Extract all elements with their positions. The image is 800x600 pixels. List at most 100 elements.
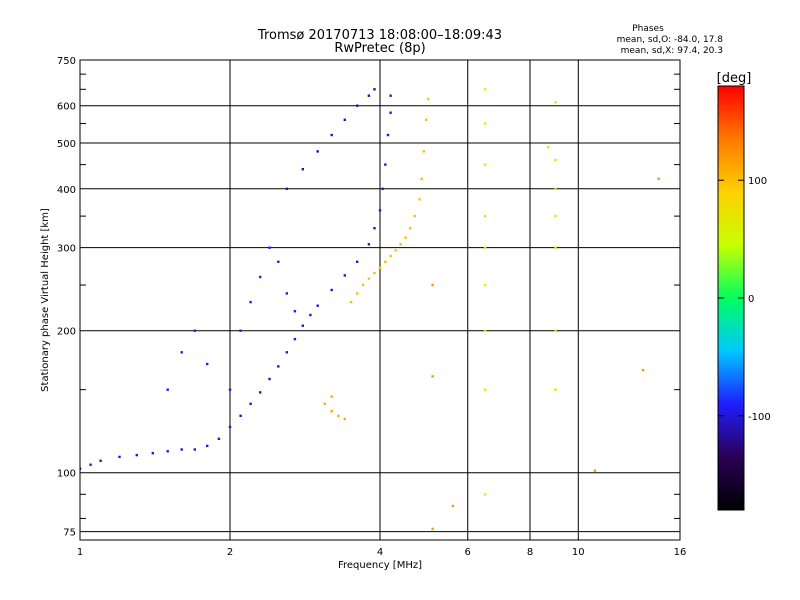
x-tick-label: 2 xyxy=(227,547,233,558)
data-point xyxy=(277,260,280,263)
data-point xyxy=(386,133,390,137)
data-point xyxy=(323,402,326,405)
data-point xyxy=(373,88,376,91)
data-point xyxy=(389,254,392,258)
data-point xyxy=(420,177,423,180)
data-point xyxy=(118,455,121,459)
data-point xyxy=(554,158,557,162)
data-point xyxy=(180,351,183,354)
data-point xyxy=(180,448,183,451)
data-point xyxy=(206,444,209,448)
y-tick-label: 100 xyxy=(57,469,76,480)
data-point xyxy=(343,417,346,421)
chart-title: Tromsø 20170713 18:08:00–18:09:43 xyxy=(257,28,502,43)
grid-lines xyxy=(80,59,680,540)
data-point xyxy=(301,168,304,171)
x-tick-label: 1 xyxy=(77,547,83,558)
data-point xyxy=(349,300,353,304)
y-tick-label: 750 xyxy=(57,56,76,67)
data-point xyxy=(259,391,262,394)
phase-stats-o: mean, sd,O: -84.0, 17.8 xyxy=(617,35,724,45)
data-point xyxy=(422,150,426,153)
data-point xyxy=(394,249,397,252)
data-point xyxy=(80,467,82,470)
data-points xyxy=(80,88,660,531)
data-point xyxy=(277,365,280,368)
data-point xyxy=(356,292,359,295)
data-point xyxy=(483,163,487,166)
x-axis-label: Frequency [MHz] xyxy=(338,560,422,571)
data-point xyxy=(259,275,262,279)
data-point xyxy=(135,453,138,457)
data-point xyxy=(285,292,288,295)
data-point xyxy=(547,146,550,149)
data-point xyxy=(554,101,557,104)
data-point xyxy=(378,209,382,212)
data-point xyxy=(378,266,382,269)
data-point xyxy=(381,187,384,190)
phase-stats-heading: Phases xyxy=(632,24,664,34)
data-point xyxy=(483,493,487,496)
data-point xyxy=(373,227,376,230)
data-point xyxy=(554,214,557,218)
data-point xyxy=(337,414,340,417)
data-point xyxy=(239,329,242,332)
colorbar-label: [deg] xyxy=(717,71,752,86)
data-point xyxy=(151,452,154,455)
x-tick-label: 10 xyxy=(572,547,585,558)
data-point xyxy=(418,198,421,201)
data-point xyxy=(554,388,557,391)
y-tick-label: 400 xyxy=(57,185,76,196)
data-point xyxy=(285,351,288,354)
data-point xyxy=(413,214,417,218)
data-point xyxy=(483,214,487,218)
data-point xyxy=(356,104,359,107)
data-point xyxy=(384,260,387,263)
x-tick-label: 4 xyxy=(377,547,383,558)
x-tick-label: 8 xyxy=(527,547,533,558)
data-point xyxy=(99,459,102,462)
plot-frame xyxy=(79,59,681,541)
y-axis-label: Stationary phase Virtual Height [km] xyxy=(40,208,51,392)
chart-subtitle: RwPretec (8p) xyxy=(334,41,425,56)
colorbar-tick-label: 100 xyxy=(748,176,767,187)
data-point xyxy=(483,283,487,287)
data-point xyxy=(249,300,252,304)
data-point xyxy=(293,310,297,313)
colorbar-tick-label: 0 xyxy=(748,294,754,305)
data-point xyxy=(483,122,487,125)
data-point xyxy=(483,329,487,332)
data-point xyxy=(554,329,557,332)
data-point xyxy=(239,414,242,417)
data-point xyxy=(593,469,597,472)
data-point xyxy=(268,246,271,249)
data-point xyxy=(431,527,434,531)
data-point xyxy=(384,163,387,166)
data-point xyxy=(367,94,371,97)
y-tick-label: 200 xyxy=(57,327,76,338)
axis-ticks: 75 100 200 300 400 500 600 750 1 2 4 6 8 10 16 xyxy=(57,56,686,558)
data-point xyxy=(389,111,392,114)
y-tick-label: 600 xyxy=(57,102,76,113)
colorbar-ticks: 100 0 -100 xyxy=(718,176,771,423)
data-point xyxy=(330,133,333,137)
colorbar-tick-label: -100 xyxy=(748,412,771,423)
data-point xyxy=(193,329,196,332)
data-point xyxy=(483,388,487,391)
data-point xyxy=(285,187,288,190)
data-point xyxy=(554,246,557,249)
y-tick-label: 300 xyxy=(57,244,76,255)
data-point xyxy=(431,283,434,287)
data-point xyxy=(316,150,319,153)
data-point xyxy=(431,375,434,378)
data-point xyxy=(483,88,487,91)
data-point xyxy=(293,337,297,341)
x-tick-label: 16 xyxy=(674,547,687,558)
data-point xyxy=(316,304,319,307)
data-point xyxy=(268,377,271,381)
data-point xyxy=(89,463,92,466)
data-point xyxy=(642,368,645,372)
y-tick-label: 75 xyxy=(63,528,76,539)
data-point xyxy=(343,274,346,277)
